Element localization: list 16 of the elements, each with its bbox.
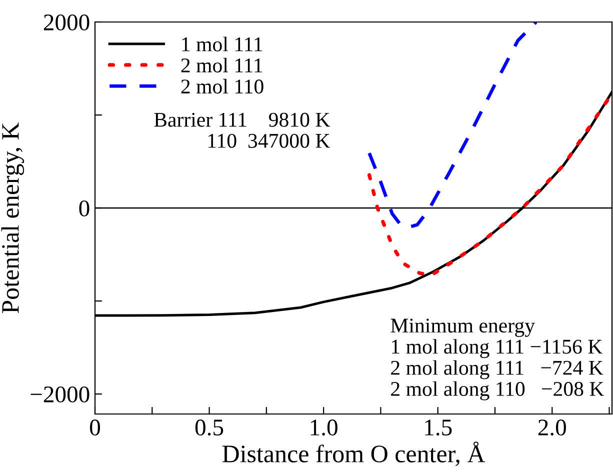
x-axis-title: Distance from O center, Å xyxy=(222,442,486,466)
x-tick-label: 0 xyxy=(90,420,100,436)
y-tick-label: −2000 xyxy=(30,386,90,402)
annotation: Barrier 111 9810 K 110 347000 K xyxy=(154,112,330,148)
y-axis-title: Potential energy, K xyxy=(1,122,24,314)
legend-label: 2 mol 110 xyxy=(181,78,264,94)
legend-label: 1 mol 111 xyxy=(182,36,262,52)
x-tick-label: 1.5 xyxy=(425,420,452,436)
annotation: Minimum energy 1 mol along 111 −1156 K 2 mol along 111 −724 K 2 mol along 110 −208 K xyxy=(390,318,604,400)
y-tick-label: 0 xyxy=(79,200,90,216)
x-tick-label: 2.0 xyxy=(538,420,566,436)
x-tick-label: 1.0 xyxy=(310,420,338,436)
line-series xyxy=(368,22,538,230)
legend-label: 2 mol 111 xyxy=(181,58,262,72)
x-tick-label: 0.5 xyxy=(195,420,224,436)
y-tick-label: 2000 xyxy=(44,14,90,30)
